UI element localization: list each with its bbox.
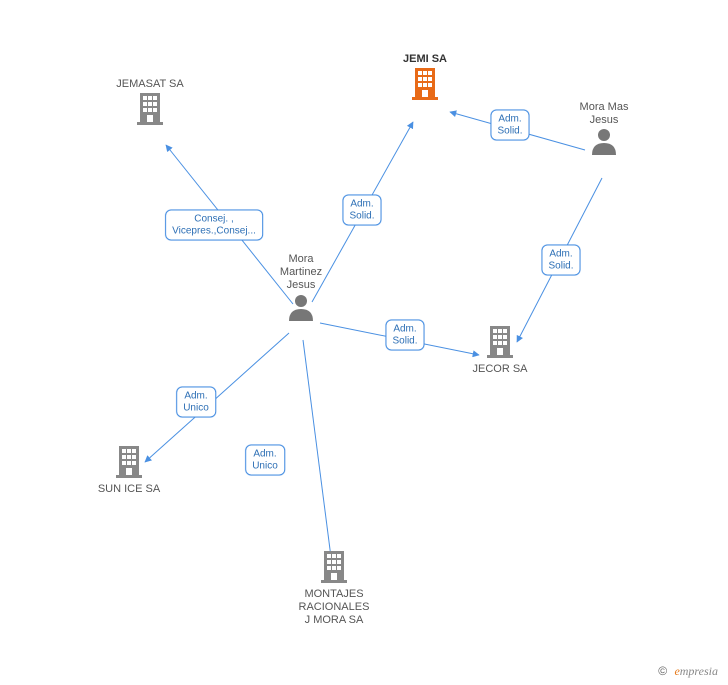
edge-label: Consej. , Vicepres.,Consej... [165,210,263,241]
edge-label: Adm. Solid. [385,320,424,351]
footer-brand: © empresia [658,664,718,679]
edge-label: Adm. Unico [176,387,216,418]
network-canvas: JEMASAT SA JEMI SA Mora Mas Jesus Mora M… [0,0,728,685]
brand-rest: mpresia [680,664,718,678]
edge-line [303,340,332,565]
edge-line [145,333,289,462]
edges-svg [0,0,728,685]
edge-label: Adm. Unico [245,445,285,476]
edge-label: Adm. Solid. [490,110,529,141]
edge-label: Adm. Solid. [342,195,381,226]
edge-label: Adm. Solid. [541,245,580,276]
copyright-symbol: © [658,664,667,678]
